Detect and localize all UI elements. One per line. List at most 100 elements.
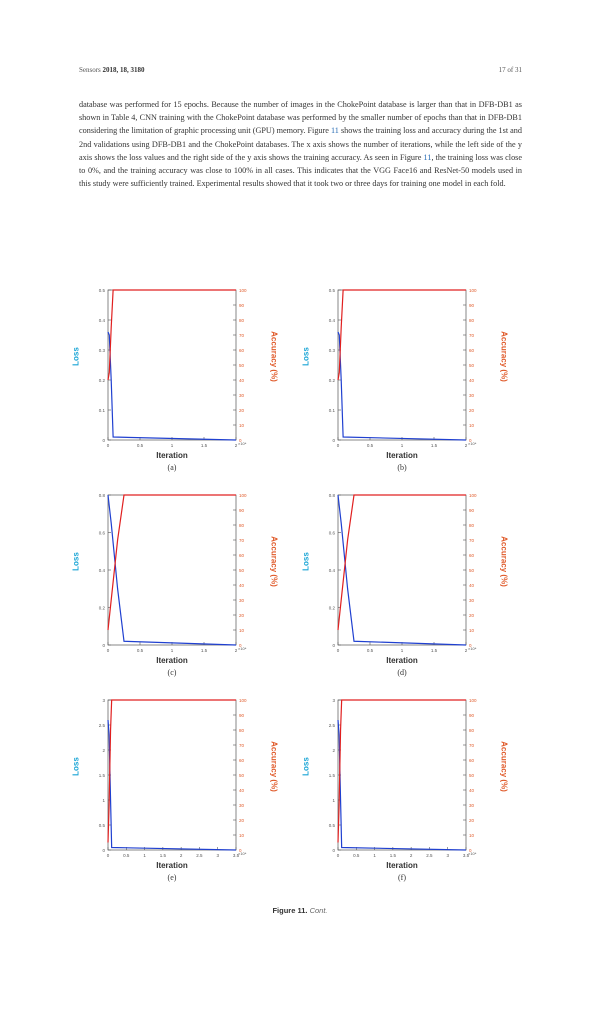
- loss-series-line: [107, 719, 237, 851]
- accuracy-tick-label: 60: [239, 758, 245, 763]
- subfigure-label: (e): [167, 873, 177, 882]
- loss-tick-label: 0.3: [99, 348, 106, 353]
- x-tick-label: 1.5: [201, 443, 208, 448]
- loss-tick-label: 0.5: [329, 288, 336, 293]
- accuracy-tick-label: 100: [239, 288, 247, 293]
- journal-citation: Sensors 2018, 18, 3180: [79, 66, 145, 74]
- loss-tick-label: 0.4: [99, 568, 106, 573]
- x-tick-label: 0.5: [367, 443, 374, 448]
- x-tick-label: 3.5: [233, 853, 240, 858]
- x-tick-label: 1: [143, 853, 146, 858]
- x-tick-label: 1.5: [201, 648, 208, 653]
- loss-axis-label: Loss: [301, 347, 311, 366]
- accuracy-tick-label: 10: [469, 833, 475, 838]
- accuracy-tick-label: 30: [469, 598, 475, 603]
- loss-tick-label: 0: [102, 848, 105, 853]
- loss-tick-label: 0.4: [329, 318, 336, 323]
- loss-tick-label: 0.1: [99, 408, 106, 413]
- accuracy-tick-label: 0: [239, 438, 242, 443]
- x-tick-label: 0.5: [123, 853, 130, 858]
- accuracy-tick-label: 0: [239, 643, 242, 648]
- x-tick-label: 1.5: [431, 443, 438, 448]
- accuracy-tick-label: 90: [239, 303, 245, 308]
- x-tick-label: 2: [235, 443, 238, 448]
- loss-tick-label: 0.2: [99, 378, 106, 383]
- accuracy-tick-label: 0: [469, 438, 472, 443]
- x-tick-label: 1: [171, 648, 174, 653]
- chart-panel: 3 2.5 2 1.5 1 0.5 0 100 90 80 70 60 50 40 30 20 10 0 0 0.5 1…: [302, 690, 518, 890]
- loss-series-line: [107, 331, 237, 441]
- loss-tick-label: 0.2: [329, 606, 336, 611]
- subfigure-label: (c): [167, 668, 177, 677]
- plot-area: [107, 494, 237, 646]
- loss-tick-label: 2: [332, 748, 335, 753]
- accuracy-axis-label: Accuracy (%): [269, 331, 279, 382]
- accuracy-tick-label: 100: [469, 698, 477, 703]
- plot-area: [337, 494, 467, 646]
- subfigure-label: (d): [397, 668, 407, 677]
- x-tick-label: 0: [107, 443, 110, 448]
- x-tick-label: 2: [465, 648, 468, 653]
- plot-area: [337, 699, 467, 851]
- accuracy-tick-label: 70: [469, 538, 475, 543]
- loss-tick-label: 1: [332, 798, 335, 803]
- figure-reference-link[interactable]: 11: [423, 152, 432, 162]
- figure-caption: Figure 11. Cont.: [0, 906, 600, 915]
- x-tick-label: 0.5: [353, 853, 360, 858]
- accuracy-series-line: [107, 699, 236, 843]
- loss-tick-label: 3: [332, 698, 335, 703]
- accuracy-axis-label: Accuracy (%): [269, 741, 279, 792]
- loss-tick-label: 0: [102, 438, 105, 443]
- accuracy-tick-label: 20: [239, 408, 245, 413]
- loss-tick-label: 2: [102, 748, 105, 753]
- loss-series-line: [337, 719, 467, 851]
- subfigure-label: (f): [398, 873, 406, 882]
- iteration-axis-label: Iteration: [156, 451, 188, 460]
- plot-area: [337, 289, 467, 441]
- accuracy-tick-label: 80: [469, 728, 475, 733]
- accuracy-series-line: [337, 494, 466, 631]
- chart-panel: 3 2.5 2 1.5 1 0.5 0 100 90 80 70 60 50 40 30 20 10 0 0 0.5 1…: [72, 690, 288, 890]
- accuracy-tick-label: 70: [239, 333, 245, 338]
- accuracy-tick-label: 40: [469, 788, 475, 793]
- accuracy-series-line: [107, 494, 236, 631]
- accuracy-tick-label: 90: [469, 508, 475, 513]
- loss-tick-label: 0: [332, 438, 335, 443]
- x-tick-label: 0: [337, 443, 340, 448]
- accuracy-tick-label: 10: [239, 833, 245, 838]
- accuracy-tick-label: 50: [239, 568, 245, 573]
- loss-tick-label: 0.6: [99, 531, 106, 536]
- accuracy-tick-label: 30: [469, 393, 475, 398]
- x-tick-label: 1: [401, 648, 404, 653]
- accuracy-tick-label: 60: [469, 348, 475, 353]
- x-tick-label: 0.5: [137, 443, 144, 448]
- subfigure-label: (b): [397, 463, 407, 472]
- page-number: 17 of 31: [498, 66, 522, 74]
- journal-year-volume: 2018, 18, 3180: [102, 66, 145, 74]
- figure-reference-link[interactable]: 11: [330, 126, 339, 136]
- loss-tick-label: 2.5: [99, 723, 106, 728]
- x-tick-label: 2: [180, 853, 183, 858]
- chart-panel: 0.8 0.6 0.4 0.2 0 100 90 80 70 60 50 40 30 20 10 0 0 0.5 1…: [72, 485, 288, 685]
- accuracy-tick-label: 80: [469, 318, 475, 323]
- accuracy-tick-label: 10: [469, 628, 475, 633]
- accuracy-tick-label: 90: [469, 713, 475, 718]
- x-exponent-label: ×10⁴: [468, 851, 477, 856]
- x-tick-label: 0.5: [137, 648, 144, 653]
- accuracy-tick-label: 90: [239, 713, 245, 718]
- loss-axis-label: Loss: [301, 757, 311, 776]
- paragraph-text-1: database was performed for 15 epochs. Be…: [79, 100, 522, 136]
- accuracy-tick-label: 80: [239, 728, 245, 733]
- loss-series-line: [107, 494, 237, 646]
- x-tick-label: 3.5: [463, 853, 470, 858]
- loss-tick-label: 0.4: [99, 318, 106, 323]
- plot-area: [107, 699, 237, 851]
- accuracy-tick-label: 70: [469, 743, 475, 748]
- accuracy-tick-label: 70: [239, 538, 245, 543]
- accuracy-tick-label: 50: [469, 773, 475, 778]
